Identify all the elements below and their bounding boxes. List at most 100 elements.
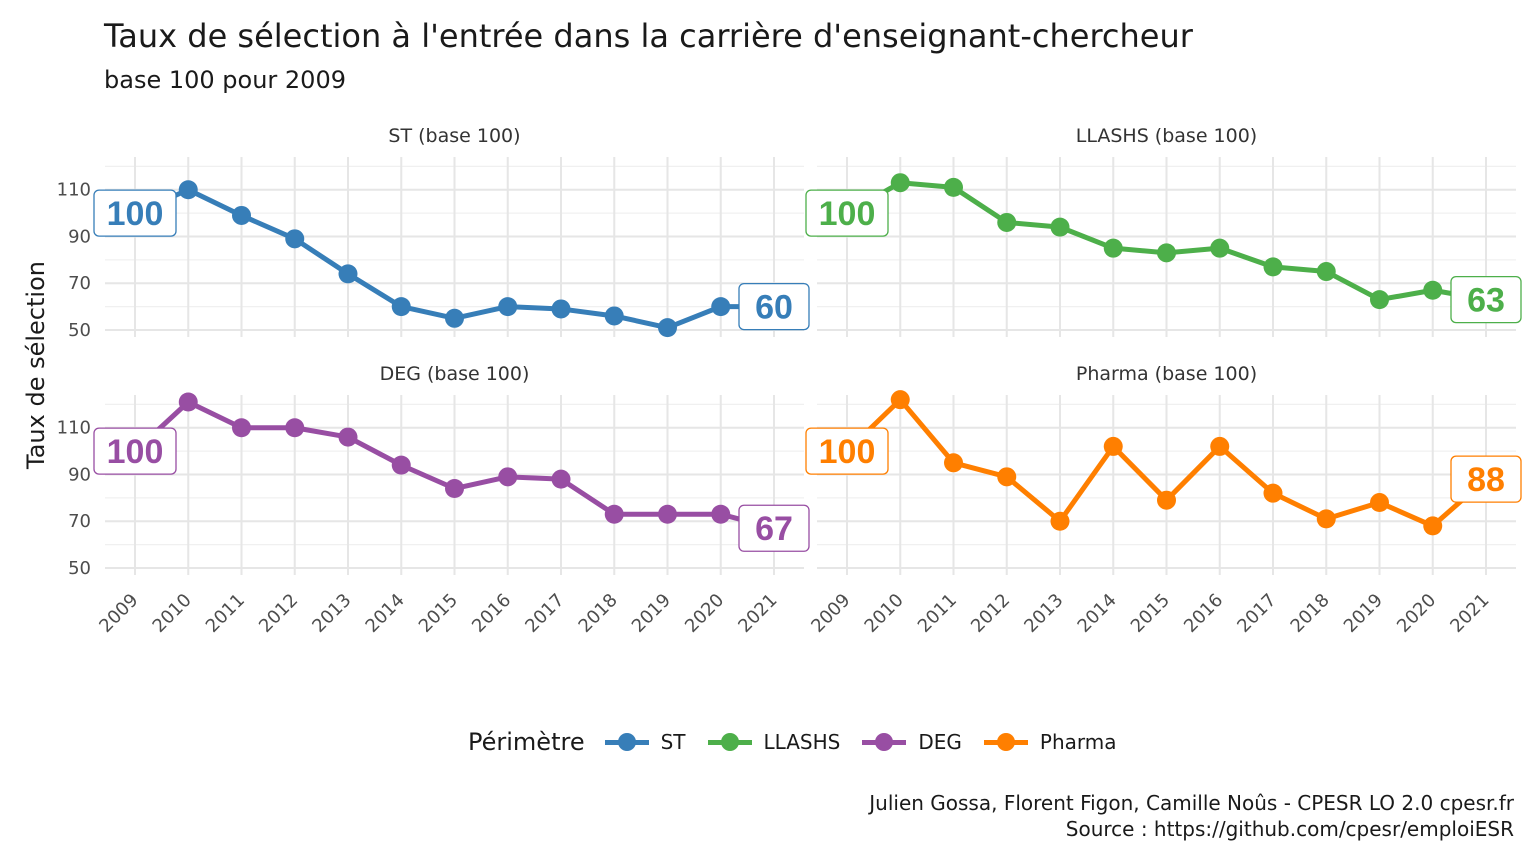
data-point (711, 297, 731, 317)
data-point (997, 212, 1017, 232)
data-point (1050, 511, 1070, 531)
x-tick-label: 2017 (521, 590, 568, 637)
x-tick-label: 2021 (734, 590, 781, 637)
data-point (498, 297, 518, 317)
start-value-label: 100 (819, 195, 876, 233)
data-point (890, 173, 910, 193)
data-point (1050, 217, 1070, 237)
data-point (391, 297, 411, 317)
y-tick-label: 110 (57, 180, 91, 201)
legend-key-icon (707, 732, 752, 752)
legend-key-icon (604, 732, 649, 752)
y-tick-label: 70 (68, 511, 91, 532)
data-point (338, 264, 358, 284)
x-tick-label: 2015 (415, 590, 462, 637)
x-tick-label: 2018 (1287, 590, 1334, 637)
legend-label: DEG (918, 730, 962, 754)
panel-title: Pharma (base 100) (1076, 363, 1257, 385)
x-tick-label: 2010 (149, 590, 196, 637)
legend-key-icon (983, 732, 1028, 752)
data-point (997, 467, 1017, 487)
y-tick-label: 70 (68, 273, 91, 294)
x-tick-label: 2020 (1393, 590, 1440, 637)
data-point (178, 392, 198, 412)
panel-title: ST (base 100) (388, 125, 520, 147)
data-point (1157, 490, 1176, 510)
data-point (391, 455, 411, 475)
x-tick-label: 2010 (861, 590, 908, 637)
data-point (658, 504, 677, 524)
legend-label: LLASHS (763, 730, 841, 754)
start-label-box (805, 189, 889, 237)
start-label-box (93, 427, 177, 475)
end-label-box (1450, 275, 1522, 324)
y-tick-label: 90 (68, 226, 91, 247)
start-value-label: 100 (107, 195, 164, 233)
x-tick-label: 2012 (967, 590, 1014, 637)
end-value-label: 60 (755, 289, 793, 327)
x-tick-label: 2013 (1020, 590, 1067, 637)
data-point (445, 308, 464, 328)
data-point (232, 205, 251, 225)
end-value-label: 63 (1467, 282, 1505, 320)
legend-item-pharma: Pharma (983, 730, 1117, 754)
x-tick-label: 2020 (681, 590, 728, 637)
end-label-box (738, 282, 810, 331)
data-point (285, 229, 305, 249)
legend-item-deg: DEG (862, 730, 962, 754)
x-tick-label: 2013 (308, 590, 355, 637)
y-tick-label: 110 (57, 418, 91, 439)
panel-st: ST (base 100) 50 70 90 110 100 60 (57, 125, 810, 341)
data-point (1210, 238, 1230, 258)
x-tick-label: 2014 (1074, 590, 1121, 637)
chart-subtitle: base 100 pour 2009 (104, 66, 346, 94)
data-point (711, 504, 731, 524)
x-tick-label: 2009 (95, 590, 142, 637)
data-point (1423, 516, 1443, 536)
x-tick-label: 2019 (628, 590, 675, 637)
legend-item-llashs: LLASHS (707, 730, 841, 754)
data-point (178, 180, 198, 200)
y-tick-label: 50 (68, 558, 91, 579)
legend-key-icon (862, 732, 907, 752)
x-tick-label: 2014 (362, 590, 409, 637)
chart-title: Taux de sélection à l'entrée dans la car… (104, 17, 1193, 55)
data-point (604, 504, 624, 524)
panel-title: LLASHS (base 100) (1076, 125, 1257, 147)
data-point (1263, 257, 1283, 277)
data-point (1316, 262, 1336, 282)
legend: Périmètre ST LLASHS DEG Pharma (468, 724, 1139, 760)
data-point (944, 453, 963, 473)
start-label-box (805, 427, 889, 475)
legend-title: Périmètre (468, 728, 585, 756)
legend-item-st: ST (604, 730, 686, 754)
faceted-line-chart: ST (base 100) 50 70 90 110 100 60 LLASHS (base … (57, 125, 1522, 637)
data-point (1370, 493, 1389, 513)
end-value-label: 67 (755, 510, 793, 548)
start-value-label: 100 (819, 433, 876, 471)
x-tick-label: 2021 (1446, 590, 1493, 637)
x-tick-label: 2016 (1180, 590, 1227, 637)
caption: Julien Gossa, Florent Figon, Camille Noû… (869, 790, 1514, 842)
data-point (890, 390, 910, 410)
data-point (1423, 280, 1443, 300)
legend-label: ST (660, 730, 686, 754)
x-tick-label: 2018 (575, 590, 622, 637)
data-point (232, 418, 251, 438)
data-point (551, 299, 571, 319)
end-label-box (738, 504, 810, 552)
y-tick-label: 50 (68, 320, 91, 341)
data-point (551, 469, 571, 489)
data-point (338, 427, 358, 447)
panel-title: DEG (base 100) (380, 363, 530, 385)
data-point (1263, 483, 1283, 503)
y-tick-label: 90 (68, 464, 91, 485)
data-point (1370, 290, 1389, 310)
panel-pharma: Pharma (base 100)2009 2010 2011 2012 2013 201… (805, 363, 1522, 637)
end-label-box (1450, 455, 1522, 503)
data-point (498, 467, 518, 487)
x-tick-label: 2011 (914, 590, 961, 637)
x-tick-label: 2009 (807, 590, 854, 637)
caption-source: Source : https://github.com/cpesr/emploi… (1065, 817, 1514, 841)
